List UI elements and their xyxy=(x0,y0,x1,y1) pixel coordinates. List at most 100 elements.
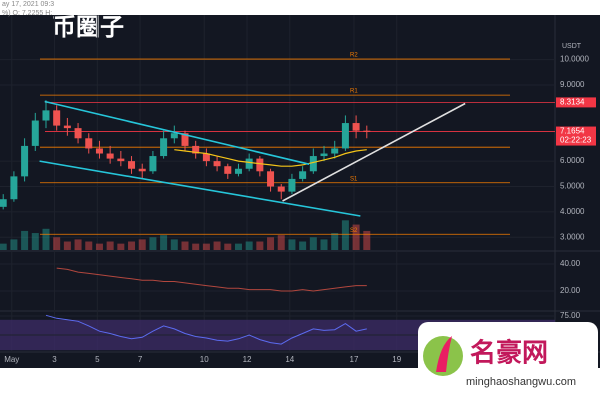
volume-bar xyxy=(331,233,339,250)
y-tick-label: 20.00 xyxy=(560,286,581,295)
price-tag-label: 7.1654 xyxy=(560,127,585,136)
x-tick-label: 12 xyxy=(243,355,252,364)
volume-bar xyxy=(21,230,29,250)
header-line: %) O: 7.2255 H: xyxy=(2,10,52,17)
level-label: S2 xyxy=(350,228,358,234)
trend-line xyxy=(282,102,466,202)
volume-bar xyxy=(363,230,371,250)
candle-body xyxy=(202,153,210,162)
y-tick-label: 10.0000 xyxy=(560,55,589,64)
volume-bar xyxy=(74,239,82,250)
volume-bar xyxy=(63,241,71,250)
volume-bar xyxy=(117,243,125,250)
x-tick-label: 5 xyxy=(95,355,100,364)
y-tick-label: 75.00 xyxy=(560,311,581,320)
candle-body xyxy=(42,110,50,121)
level-label: R1 xyxy=(350,89,358,95)
trend-line xyxy=(39,160,361,217)
volume-bar xyxy=(202,243,210,250)
x-tick-label: 3 xyxy=(52,355,57,364)
moving-average xyxy=(174,149,367,167)
volume-bar xyxy=(31,233,39,250)
volume-bar xyxy=(352,224,360,250)
watermark-url: minghaoshangwu.com xyxy=(466,376,576,388)
volume-bar xyxy=(267,237,275,250)
candle-body xyxy=(0,199,7,207)
indicator-line xyxy=(56,267,367,292)
price-tag xyxy=(556,97,596,108)
candle-body xyxy=(234,168,242,174)
candle-body xyxy=(341,123,349,149)
watermark-logo: 币圈子 xyxy=(52,13,124,41)
volume-bar xyxy=(234,243,242,250)
price-tag-timer: 02:22:23 xyxy=(560,136,592,145)
candle-body xyxy=(277,186,285,192)
level-label: R2 xyxy=(350,53,358,59)
candle-body xyxy=(10,176,18,200)
trend-line xyxy=(44,100,310,165)
volume-bar xyxy=(170,239,178,250)
candle-body xyxy=(299,171,307,179)
volume-bar xyxy=(128,241,136,250)
candle-body xyxy=(95,148,103,154)
volume-bar xyxy=(224,243,232,250)
candle-body xyxy=(245,158,253,169)
candle-body xyxy=(363,130,371,132)
volume-bar xyxy=(106,241,114,250)
y-tick-label: 9.0000 xyxy=(560,80,585,89)
y-tick-label: 3.0000 xyxy=(560,232,585,241)
watermark-box xyxy=(418,322,598,394)
volume-bar xyxy=(42,228,50,250)
candle-body xyxy=(85,138,93,149)
candle-body xyxy=(106,153,114,159)
candle-body xyxy=(53,110,61,126)
currency-label: USDT xyxy=(562,43,582,50)
volume-bar xyxy=(10,239,18,250)
price-tag xyxy=(556,126,596,146)
volume-bar xyxy=(138,239,146,250)
candle-body xyxy=(160,138,168,157)
candle-body xyxy=(170,133,178,139)
x-tick-label: 17 xyxy=(350,355,359,364)
volume-bar xyxy=(256,241,264,250)
y-tick-label: 6.0000 xyxy=(560,156,585,165)
volume-bar xyxy=(192,243,200,250)
volume-bar xyxy=(320,239,328,250)
x-tick-label: May xyxy=(4,355,19,364)
candle-body xyxy=(267,171,275,187)
candle-body xyxy=(213,161,221,167)
header-line: ay 17, 2021 09:3 xyxy=(2,1,54,8)
volume-bar xyxy=(160,235,168,250)
volume-bar xyxy=(0,243,7,250)
candle-body xyxy=(117,158,125,162)
candle-body xyxy=(309,156,317,172)
candle-body xyxy=(63,125,71,129)
candle-body xyxy=(224,166,232,174)
candle-body xyxy=(352,123,360,131)
candle-body xyxy=(31,120,39,146)
level-label: S1 xyxy=(350,176,358,182)
volume-bar xyxy=(213,241,221,250)
y-tick-label: 5.0000 xyxy=(560,182,585,191)
volume-bar xyxy=(149,237,157,250)
candle-body xyxy=(181,133,189,146)
candle-body xyxy=(288,178,296,192)
watermark-icon-leaf xyxy=(436,336,452,372)
volume-bar xyxy=(245,241,253,250)
x-tick-label: 10 xyxy=(200,355,209,364)
volume-bar xyxy=(341,220,349,250)
x-tick-label: 14 xyxy=(285,355,294,364)
volume-bar xyxy=(53,237,61,250)
volume-bar xyxy=(288,239,296,250)
watermark-site: 名豪网 xyxy=(470,338,548,369)
volume-bar xyxy=(181,241,189,250)
x-tick-label: 7 xyxy=(138,355,143,364)
indicator-line xyxy=(45,314,367,345)
volume-bar xyxy=(309,237,317,250)
volume-bar xyxy=(299,241,307,250)
price-tag-label: 8.3134 xyxy=(560,98,585,107)
candle-body xyxy=(192,145,200,154)
candle-body xyxy=(21,145,29,177)
volume-bar xyxy=(85,241,93,250)
